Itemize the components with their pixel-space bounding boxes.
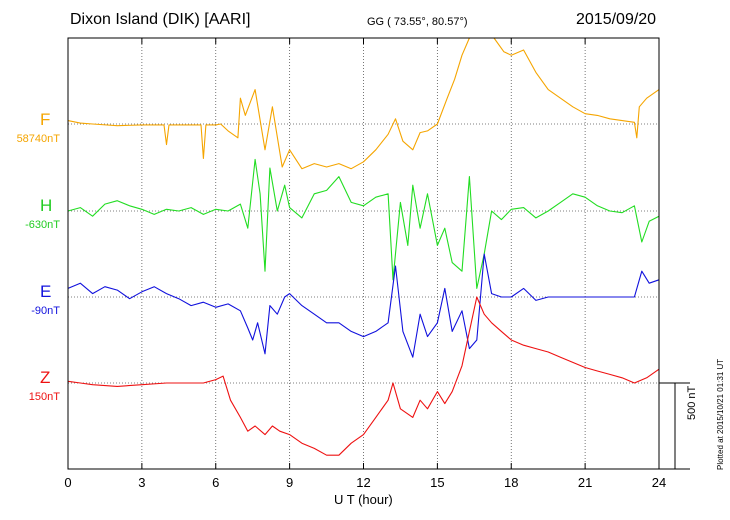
geo-coordinates: GG ( 73.55°, 80.57°)	[367, 16, 468, 28]
scale-bar-label: 500 nT	[686, 385, 698, 420]
channel-z-baseline: 150nT	[28, 391, 60, 403]
series-line-h	[67, 158, 660, 289]
series-line-f	[67, 37, 660, 170]
x-tick-label: 0	[64, 475, 71, 490]
channel-e-label: E	[40, 282, 52, 301]
channel-f-baseline: 58740nT	[16, 133, 60, 145]
chart-date: 2015/09/20	[576, 11, 657, 28]
series-line-e	[67, 253, 660, 358]
channel-f-label: F	[40, 110, 51, 129]
x-ticks: 0 3 6 9 12 15 18 21 24	[64, 38, 666, 490]
series-line-z	[67, 296, 660, 456]
channel-h-label: H	[40, 196, 53, 215]
x-tick-label: 18	[504, 475, 518, 490]
series-group	[67, 37, 660, 456]
x-tick-label: 24	[652, 475, 666, 490]
plotted-timestamp: Plotted at 2015/10/21 01:31 UT	[716, 358, 725, 470]
x-tick-label: 12	[356, 475, 370, 490]
channel-z-label: Z	[40, 368, 51, 387]
grid-lines	[68, 38, 659, 469]
scale-bar	[659, 382, 690, 470]
x-tick-label: 9	[286, 475, 293, 490]
x-tick-label: 6	[212, 475, 219, 490]
station-title: Dixon Island (DIK) [AARI]	[70, 11, 251, 28]
x-axis-label: U T (hour)	[334, 492, 393, 507]
x-tick-label: 15	[430, 475, 444, 490]
x-tick-label: 3	[138, 475, 145, 490]
channel-e-baseline: -90nT	[31, 305, 60, 317]
x-tick-label: 21	[578, 475, 592, 490]
channel-h-baseline: -630nT	[25, 219, 60, 231]
